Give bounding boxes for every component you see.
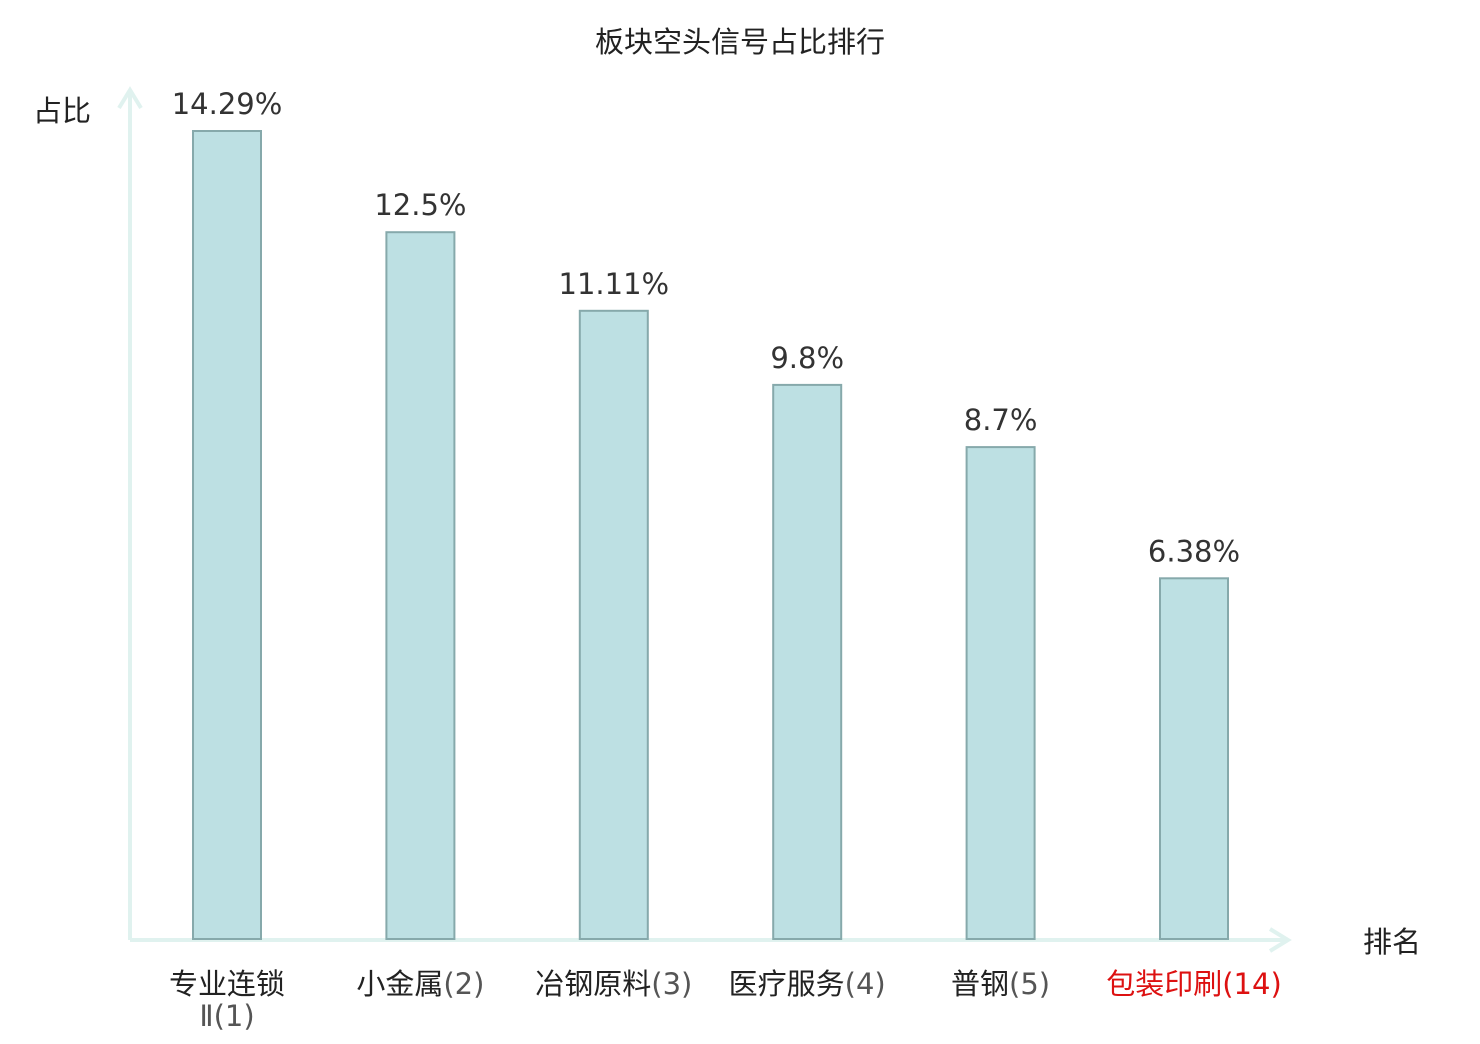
x-tick-label: 冶钢原料(3) [535, 967, 692, 1001]
data-label: 9.8% [770, 341, 844, 375]
bar [578, 309, 649, 940]
bar [772, 383, 843, 940]
data-label: 14.29% [172, 87, 283, 121]
bar [385, 231, 456, 940]
axes [117, 86, 1292, 953]
data-label: 11.11% [559, 267, 670, 301]
x-axis-arrow-icon [1268, 927, 1292, 953]
chart-title: 板块空头信号占比排行 [595, 25, 885, 59]
bar [192, 130, 262, 940]
x-tick-label: 医疗服务(4) [729, 967, 886, 1001]
x-tick-label: 小金属(2) [356, 967, 484, 1001]
bar [1159, 577, 1229, 940]
y-axis-arrow-icon [117, 86, 143, 110]
x-tick-label: 专业连锁 [169, 967, 285, 1001]
bar [965, 446, 1036, 940]
x-axis-label: 排名 [1363, 925, 1421, 959]
x-tick-label: 包装印刷(14) [1106, 967, 1282, 1001]
data-label: 8.7% [964, 403, 1038, 437]
x-tick-label: 普钢(5) [951, 967, 1050, 1001]
y-axis-label: 占比 [33, 94, 91, 128]
data-label: 6.38% [1148, 534, 1240, 568]
data-label: 12.5% [374, 188, 466, 222]
x-tick-rank: Ⅱ(1) [199, 999, 254, 1033]
